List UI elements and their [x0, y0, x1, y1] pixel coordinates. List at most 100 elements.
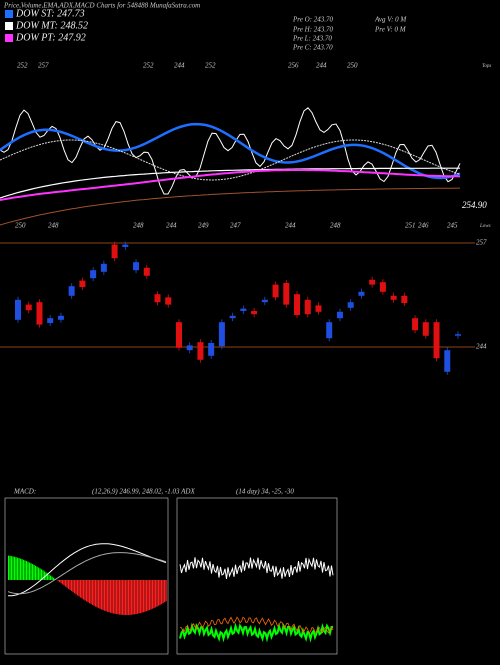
macd-bar — [118, 580, 119, 614]
legend-entry: DOW ST: 247.73 — [15, 8, 85, 19]
macd-bar — [22, 559, 23, 580]
candle — [294, 294, 300, 315]
candle — [133, 262, 139, 270]
info-text: Pre O: 243.70 — [292, 16, 333, 24]
macd-bar — [146, 580, 147, 611]
macd-bar — [122, 580, 123, 615]
macd-bar — [104, 580, 105, 611]
candle — [176, 322, 182, 348]
level-label: 257 — [476, 239, 487, 247]
macd-bar — [29, 563, 30, 580]
macd-bar — [154, 580, 155, 608]
macd-bar — [166, 580, 167, 601]
macd-bar — [133, 580, 134, 615]
last-price: 254.90 — [462, 200, 487, 210]
macd-bar — [67, 580, 68, 588]
candle — [348, 302, 354, 308]
macd-bar — [116, 580, 117, 614]
macd-bar — [127, 580, 128, 615]
macd-bar — [131, 580, 132, 615]
bottom-label: 251 — [405, 222, 416, 230]
macd-bar — [124, 580, 125, 615]
legend-swatch — [5, 22, 13, 30]
top-label: 250 — [347, 62, 358, 70]
macd-bar — [70, 580, 71, 590]
candle — [358, 292, 364, 296]
macd-bar — [83, 580, 84, 599]
macd-bar — [109, 580, 110, 612]
macd-bar — [61, 580, 62, 583]
macd-bar — [148, 580, 149, 611]
legend-swatch — [5, 34, 13, 42]
macd-bar — [20, 559, 21, 580]
candle — [380, 282, 386, 292]
candle — [165, 297, 171, 304]
macd-bar — [88, 580, 89, 602]
macd-bar — [139, 580, 140, 613]
candle — [240, 309, 246, 311]
macd-bar — [163, 580, 164, 603]
macd-bar — [79, 580, 80, 596]
candle — [187, 345, 193, 350]
candle — [230, 316, 236, 318]
bottom-label: 247 — [230, 222, 241, 230]
candle — [144, 268, 150, 276]
macd-bar — [28, 562, 29, 580]
top-label: 256 — [288, 62, 299, 70]
macd-bar — [137, 580, 138, 614]
macd-bar — [155, 580, 156, 607]
macd-bar — [95, 580, 96, 607]
macd-bar — [160, 580, 161, 605]
top-label: 252 — [143, 62, 154, 70]
candle — [90, 270, 96, 278]
level-label: 244 — [476, 343, 487, 351]
macd-bar — [89, 580, 90, 603]
macd-bar — [128, 580, 129, 615]
bottom-label: 245 — [447, 222, 458, 230]
candle — [58, 316, 64, 320]
macd-bar — [86, 580, 87, 601]
macd-bar — [44, 571, 45, 580]
macd-bar — [59, 580, 60, 582]
macd-bar — [80, 580, 81, 597]
macd-bar — [76, 580, 77, 594]
macd-bar — [17, 558, 18, 580]
candle — [112, 245, 118, 259]
info-text: Pre V: 0 M — [374, 26, 407, 34]
macd-bar — [49, 574, 50, 580]
candle — [337, 312, 343, 318]
candle — [79, 281, 85, 287]
macd-bar — [161, 580, 162, 604]
candle — [305, 300, 311, 314]
tops-label: Tops — [482, 64, 491, 69]
bottom-label: 248 — [48, 222, 59, 230]
macd-bar — [16, 557, 17, 580]
macd-bar — [62, 580, 63, 584]
macd-bar — [113, 580, 114, 614]
macd-bar — [8, 556, 9, 580]
macd-bar — [82, 580, 83, 598]
bottom-label: 250 — [15, 222, 26, 230]
legend-swatch — [5, 10, 13, 18]
candle — [326, 322, 332, 338]
candle — [26, 305, 32, 311]
macd-bar — [19, 558, 20, 580]
candle — [155, 294, 161, 302]
candle — [455, 334, 461, 336]
top-label: 252 — [17, 62, 28, 70]
bottom-label: 244 — [166, 222, 177, 230]
candle — [369, 280, 375, 285]
bottom-label: 249 — [198, 222, 209, 230]
candle — [219, 322, 225, 346]
macd-bar — [136, 580, 137, 614]
macd-bar — [32, 564, 33, 580]
legend-entry: DOW MT: 248.52 — [15, 20, 88, 31]
macd-bar — [91, 580, 92, 604]
macd-bar — [149, 580, 150, 610]
candle — [262, 300, 268, 302]
top-label: 257 — [38, 62, 49, 70]
macd-bar — [106, 580, 107, 611]
candle — [208, 343, 214, 356]
macd-bar — [94, 580, 95, 606]
info-text: Avg V: 0 M — [374, 16, 407, 24]
